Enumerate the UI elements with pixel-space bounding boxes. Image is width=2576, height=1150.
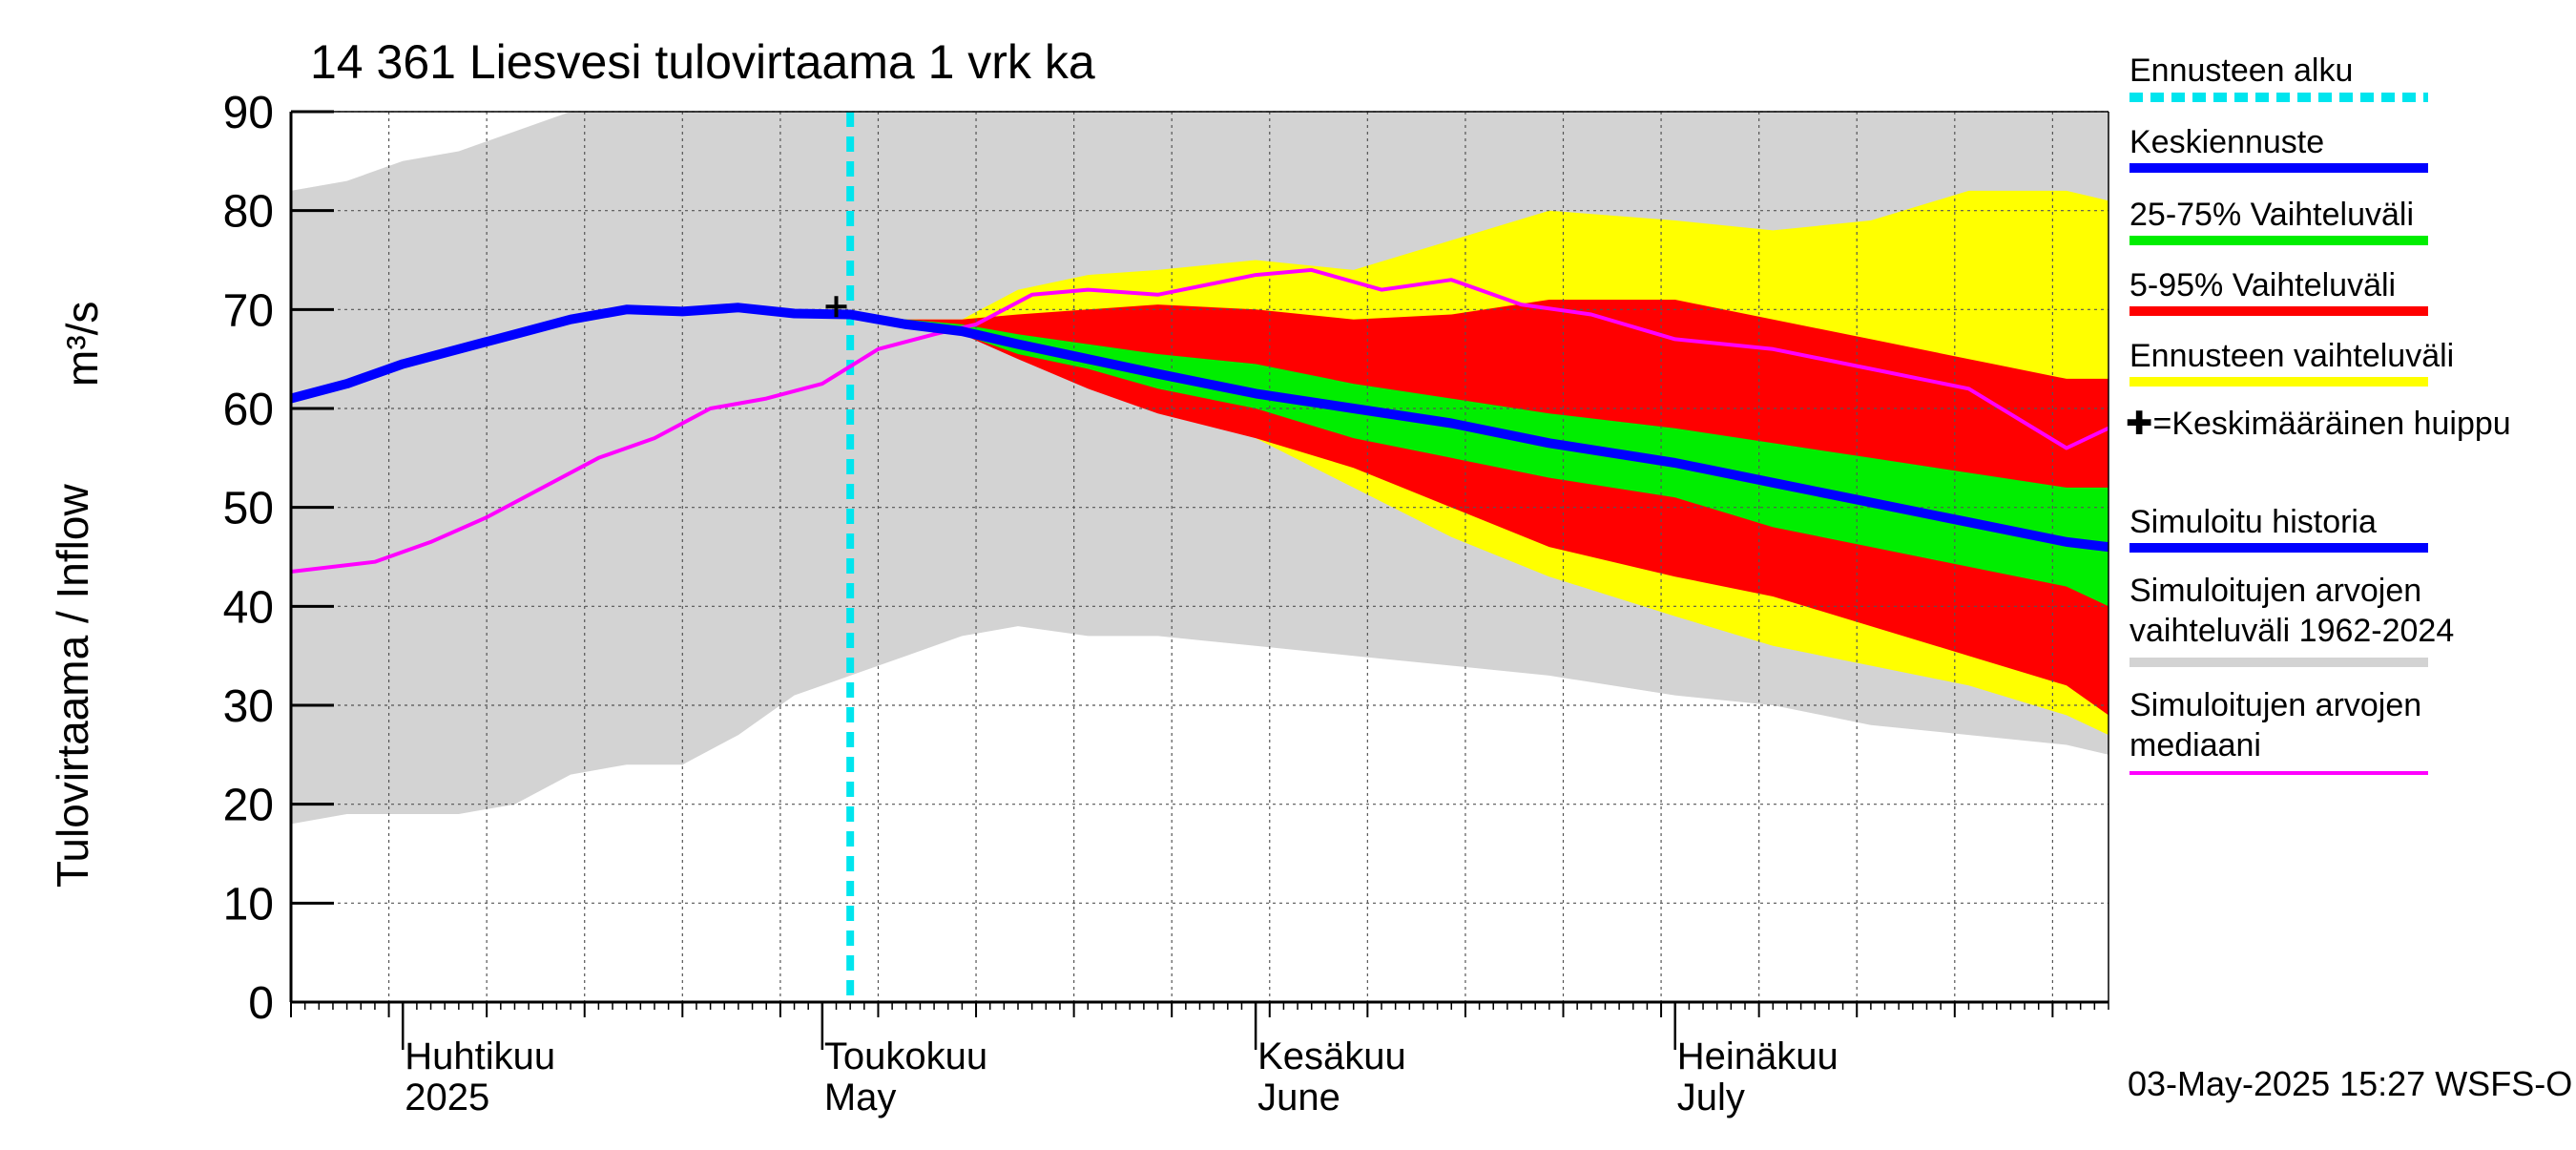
mean-peak-marker [825, 296, 847, 318]
y-axis-unit: m³/s [57, 302, 107, 387]
y-tick-label: 50 [223, 484, 274, 534]
legend-ennusteen-vaihteluv-li: Ennusteen vaihteluväli [2129, 338, 2454, 387]
legend-simuloitujen-arvojen-mediaani: Simuloitujen arvojen mediaani [2129, 687, 2428, 775]
y-tick-label: 60 [223, 385, 274, 435]
legend-5-95-vaihteluv-li: 5-95% Vaihteluväli [2129, 267, 2428, 316]
month-label-en: May [824, 1077, 897, 1119]
band-25-75-vaihteluv-li [850, 314, 2109, 607]
line-keskiennuste [845, 309, 2109, 553]
legend-simuloitu-historia: Simuloitu historia [2129, 504, 2428, 553]
y-tick-label: 90 [223, 88, 274, 138]
legend-keskim-r-inen-huippu: ✚=Keskimääräinen huippu [2126, 406, 2511, 442]
timestamp-footer: 03-May-2025 15:27 WSFS-O [2128, 1064, 2572, 1103]
y-tick-label: 0 [248, 978, 274, 1029]
legend-keskiennuste: Keskiennuste [2129, 124, 2428, 173]
y-axis-label: Tulovirtaama / Inflow [48, 484, 97, 888]
month-label-fi: Kesäkuu [1257, 1035, 1406, 1077]
legend-label: 5-95% Vaihteluväli [2129, 267, 2396, 303]
legend-label: mediaani [2129, 727, 2261, 763]
chart-title: 14 361 Liesvesi tulovirtaama 1 vrk ka [310, 35, 1095, 89]
month-label-fi: Heinäkuu [1677, 1035, 1839, 1077]
legend-ennusteen-alku: Ennusteen alku [2129, 52, 2428, 102]
month-label-fi: Toukokuu [824, 1035, 987, 1077]
y-tick-label: 10 [223, 879, 274, 930]
band-5-95-vaihteluv-li [850, 300, 2109, 716]
legend-simuloitujen-arvojen-vaihteluv-li-1962-2024: Simuloitujen arvojen vaihteluväli 1962-20… [2129, 573, 2454, 667]
legend-label: ✚=Keskimääräinen huippu [2126, 406, 2511, 442]
legend: Ennusteen alku Keskiennuste 25-75% Vaihtel… [2126, 52, 2511, 775]
legend-label: Simuloitujen arvojen [2129, 687, 2421, 723]
month-label-fi: Huhtikuu [405, 1035, 555, 1077]
y-tick-label: 70 [223, 285, 274, 336]
legend-label: Ennusteen alku [2129, 52, 2353, 89]
legend-label: 25-75% Vaihteluväli [2129, 197, 2414, 233]
legend-label: vaihteluväli 1962-2024 [2129, 613, 2454, 649]
month-label-en: June [1257, 1077, 1340, 1119]
legend-label: Simuloitu historia [2129, 504, 2377, 540]
line-simuloitujen-arvojen-mediaani [291, 267, 2109, 574]
line-layer [291, 112, 2109, 1002]
y-tick-label: 30 [223, 681, 274, 732]
legend-label: Ennusteen vaihteluväli [2129, 338, 2454, 374]
month-label-en: July [1677, 1077, 1745, 1119]
legend-label: Keskiennuste [2129, 124, 2324, 160]
line-simuloitu-historia [291, 303, 856, 404]
y-tick-label: 20 [223, 781, 274, 831]
y-tick-label: 40 [223, 582, 274, 633]
legend-25-75-vaihteluv-li: 25-75% Vaihteluväli [2129, 197, 2428, 245]
y-tick-label: 80 [223, 187, 274, 238]
band-layer [291, 112, 2109, 825]
month-label-en: 2025 [405, 1077, 489, 1119]
legend-label: Simuloitujen arvojen [2129, 573, 2421, 609]
